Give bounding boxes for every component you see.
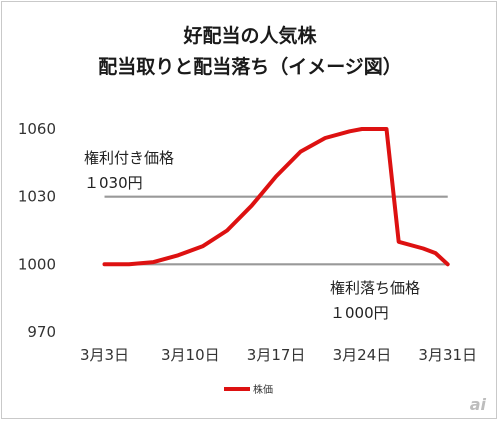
x-tick-label: 3月31日 bbox=[418, 346, 477, 364]
x-tick-label: 3月24日 bbox=[333, 346, 392, 364]
legend-label: 株価 bbox=[253, 383, 273, 396]
reference-annotation: 権利付き価格 bbox=[84, 149, 174, 167]
series-layer bbox=[102, 127, 450, 267]
y-axis-ticks: 1060 1030 1000 970 bbox=[18, 120, 56, 341]
x-axis-ticks: 3月3日 3月10日 3月17日 3月24日 3月31日 bbox=[80, 346, 477, 364]
y-tick-label: 1000 bbox=[18, 255, 56, 273]
reference-lines bbox=[104, 195, 448, 266]
y-tick-label: 970 bbox=[27, 323, 56, 341]
watermark-logo: ai bbox=[470, 395, 487, 414]
legend: 株価 bbox=[224, 383, 273, 396]
x-tick-label: 3月3日 bbox=[80, 346, 129, 364]
reference-annotation: １030円 bbox=[84, 174, 143, 192]
y-tick-label: 1060 bbox=[18, 120, 56, 138]
reference-annotation: １000円 bbox=[330, 304, 389, 322]
chart-title-line-2: 配当取りと配当落ち（イメージ図） bbox=[98, 55, 402, 78]
series-line-0 bbox=[102, 127, 450, 267]
chart-title-line-1: 好配当の人気株 bbox=[182, 24, 317, 47]
y-tick-label: 1030 bbox=[18, 188, 56, 206]
reference-annotation: 権利落ち価格 bbox=[330, 279, 420, 297]
x-tick-label: 3月10日 bbox=[161, 346, 220, 364]
x-tick-label: 3月17日 bbox=[247, 346, 306, 364]
